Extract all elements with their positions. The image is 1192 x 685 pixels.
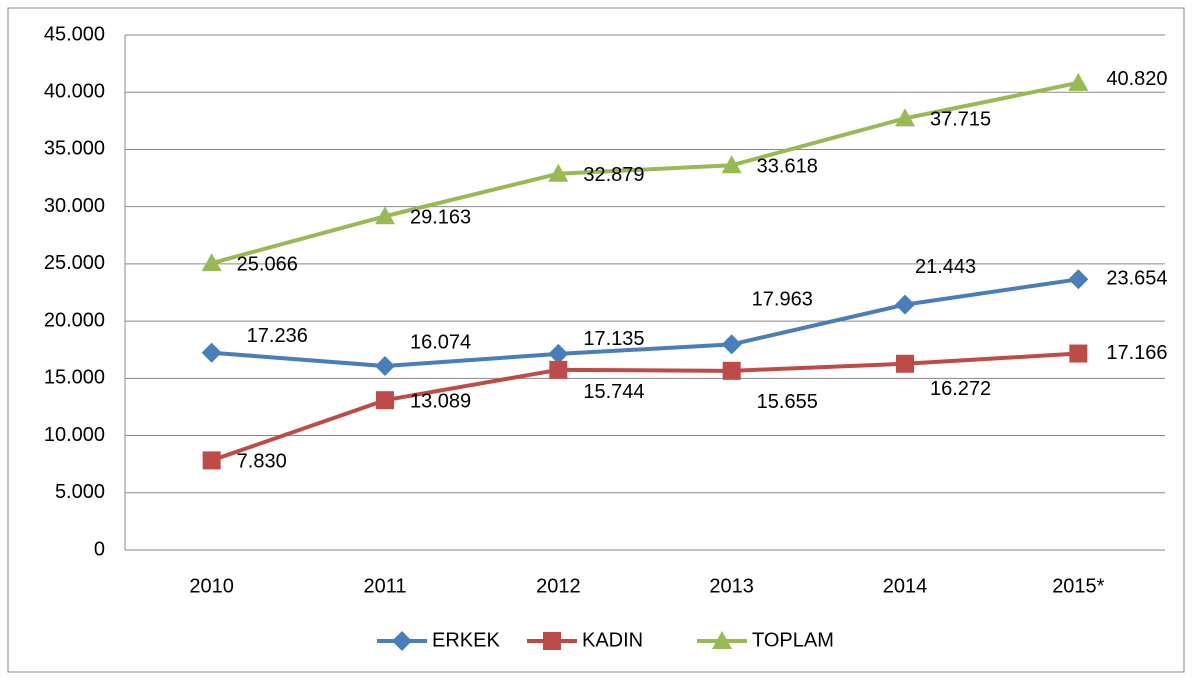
y-tick-label: 0 [94, 538, 105, 560]
data-label: 17.963 [752, 289, 813, 311]
chart-frame [7, 7, 1185, 673]
marker [721, 334, 742, 355]
y-tick-label: 20.000 [44, 309, 105, 331]
marker [895, 108, 915, 127]
y-tick-label: 10.000 [44, 424, 105, 446]
marker [1068, 72, 1089, 91]
data-label: 37.715 [930, 109, 991, 131]
x-tick-label: 2012 [536, 575, 581, 597]
marker [548, 163, 569, 182]
data-label: 33.618 [757, 156, 818, 178]
marker [543, 632, 561, 650]
y-tick-label: 25.000 [44, 252, 105, 274]
data-label: 25.066 [237, 253, 298, 275]
x-tick-label: 2010 [189, 575, 234, 597]
marker [896, 354, 914, 373]
marker [201, 253, 222, 272]
y-tick-label: 35.000 [44, 138, 105, 160]
marker [722, 361, 741, 380]
y-tick-label: 45.000 [44, 23, 105, 45]
data-label: 29.163 [410, 207, 471, 229]
data-label: 40.820 [1106, 68, 1167, 90]
data-label: 16.272 [930, 378, 991, 400]
marker [721, 155, 742, 174]
series-line [211, 351, 1079, 463]
data-label: 32.879 [583, 164, 644, 186]
marker [202, 451, 221, 470]
legend-label: TOPLAM [752, 629, 834, 651]
x-tick-label: 2014 [883, 575, 928, 597]
data-label: 7.830 [237, 451, 287, 473]
marker [712, 631, 732, 649]
data-label: 21.443 [915, 256, 976, 278]
data-label: 15.744 [583, 381, 644, 403]
marker [375, 356, 395, 377]
legend-label: ERKEK [432, 629, 500, 651]
x-tick-label: 2011 [363, 575, 406, 597]
y-tick-label: 5.000 [55, 481, 105, 503]
marker [375, 206, 395, 225]
series-line [211, 277, 1079, 369]
marker [1069, 344, 1088, 363]
marker [201, 342, 222, 363]
marker [1068, 269, 1089, 290]
y-tick-label: 15.000 [44, 367, 105, 389]
data-label: 15.655 [757, 391, 818, 413]
data-label: 17.236 [247, 325, 308, 347]
marker [549, 360, 568, 379]
marker [376, 391, 394, 410]
x-tick-label: 2013 [709, 575, 754, 597]
data-label: 16.074 [410, 331, 471, 353]
marker [895, 294, 915, 315]
marker [548, 343, 569, 364]
data-label: 17.166 [1106, 342, 1167, 364]
marker [392, 631, 412, 651]
legend-label: KADIN [582, 629, 643, 651]
x-tick-label: 2015* [1052, 575, 1104, 597]
data-label: 13.089 [410, 390, 471, 412]
series-line [211, 80, 1079, 266]
y-tick-label: 30.000 [44, 195, 105, 217]
y-tick-label: 40.000 [44, 81, 105, 103]
data-label: 17.135 [583, 328, 644, 350]
data-label: 23.654 [1106, 268, 1167, 290]
